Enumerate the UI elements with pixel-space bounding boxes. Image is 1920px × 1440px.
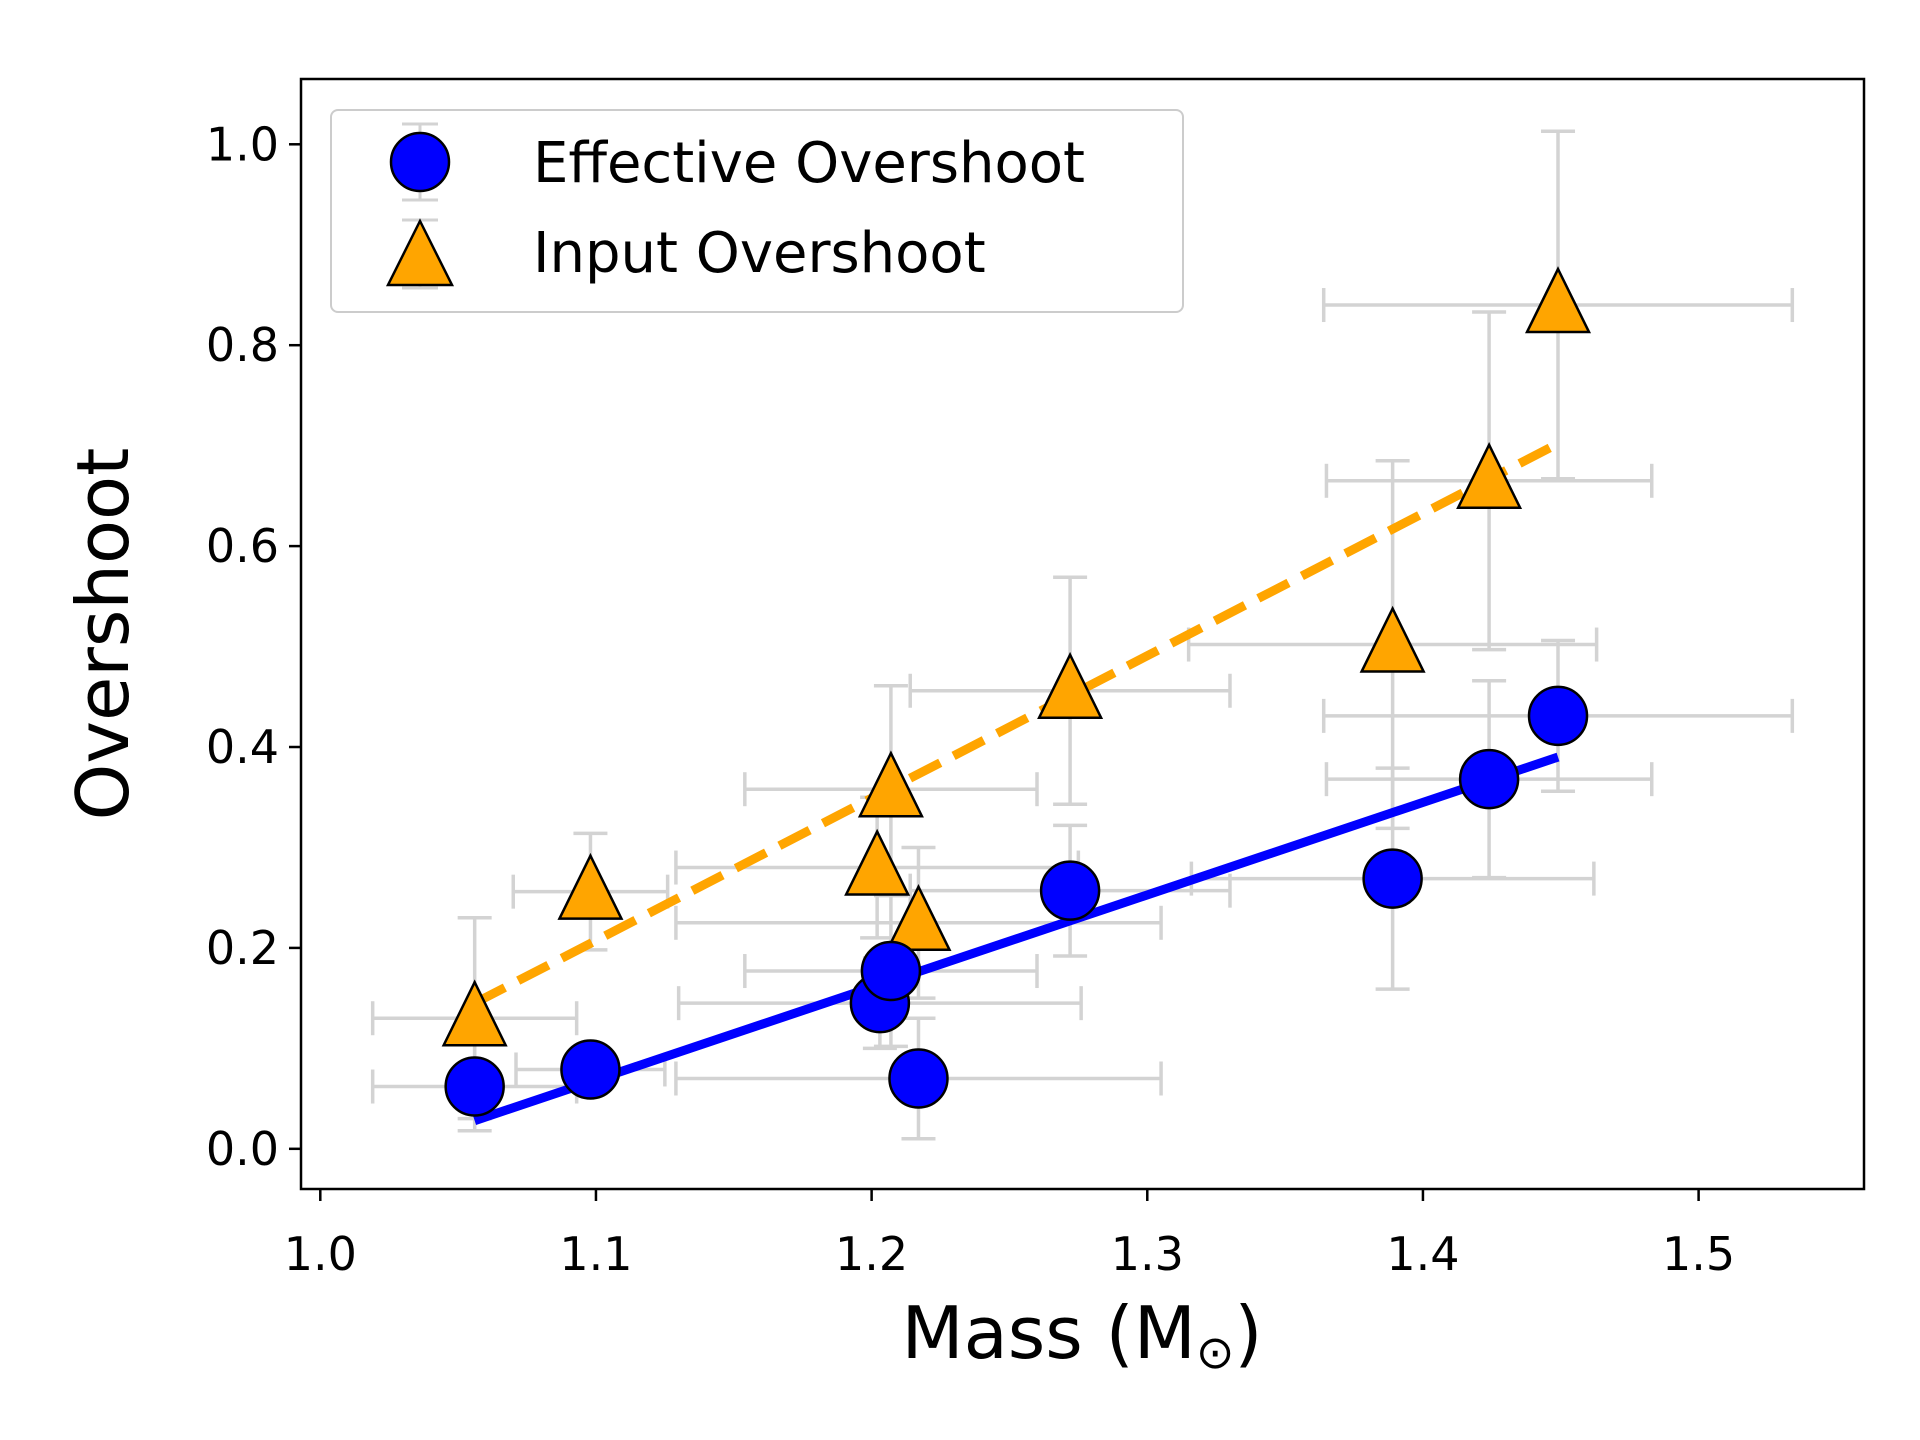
effective-fit-line — [473, 752, 1560, 1125]
input-overshoot-point-3 — [857, 750, 924, 818]
x-tick-label: 1.1 — [559, 1227, 632, 1281]
effective-overshoot-point-1 — [560, 1039, 621, 1100]
legend-label-input: Input Overshoot — [533, 221, 986, 286]
input-fit-line — [472, 439, 1561, 1008]
input-overshoot-point-6 — [1359, 605, 1426, 673]
y-tick-label: 1.0 — [206, 117, 279, 171]
effective-overshoot-point-3 — [860, 940, 922, 1002]
input-overshoot-point-4 — [885, 883, 952, 952]
legend-entry-input: Input Overshoot — [385, 218, 986, 290]
sun-symbol: ⊙ — [1196, 1325, 1235, 1379]
plot-frame — [299, 77, 1866, 1191]
y-axis-ticks: 0.0 0.2 0.4 0.6 0.8 1.0 — [206, 117, 301, 1176]
effective-overshoot-point-7 — [1458, 748, 1520, 810]
input-overshoot-point-8 — [1525, 266, 1592, 334]
y-tick-label: 0.2 — [206, 921, 279, 975]
x-axis-label: Mass (M⊙) — [901, 1291, 1262, 1379]
y-tick-label: 0.6 — [206, 519, 279, 573]
effective-overshoot-point-0 — [444, 1056, 505, 1117]
legend-label-effective: Effective Overshoot — [533, 131, 1085, 196]
y-tick-label: 0.0 — [206, 1122, 279, 1176]
x-tick-label: 1.0 — [284, 1227, 357, 1281]
effective-overshoot-point-6 — [1362, 848, 1423, 909]
y-axis-label: Overshoot — [61, 448, 145, 821]
legend-triangle-marker — [385, 218, 455, 287]
legend-frame — [330, 109, 1184, 313]
effective-overshoot-point-4 — [888, 1048, 949, 1109]
fit-lines-group — [472, 439, 1561, 1125]
x-tick-label: 1.3 — [1111, 1227, 1184, 1281]
x-tick-label: 1.2 — [835, 1227, 908, 1281]
x-tick-label: 1.5 — [1662, 1227, 1735, 1281]
x-axis-ticks: 1.0 1.1 1.2 1.3 1.4 1.5 — [284, 1189, 1735, 1281]
input-overshoot-point-5 — [1037, 651, 1104, 720]
input-overshoot-point-0 — [441, 979, 508, 1047]
legend-entry-effective: Effective Overshoot — [389, 122, 1085, 202]
x-tick-label: 1.4 — [1386, 1227, 1459, 1281]
effective-overshoot-point-8 — [1527, 685, 1589, 747]
legend-circle-marker — [389, 131, 451, 193]
input-overshoot-point-1 — [557, 852, 624, 920]
legend: Effective Overshoot Input Overshoot — [330, 109, 1184, 313]
y-tick-label: 0.8 — [206, 318, 279, 372]
input-overshoot-point-7 — [1456, 441, 1523, 510]
input-overshoot-point-2 — [844, 828, 911, 896]
y-tick-label: 0.4 — [206, 720, 279, 774]
markers-group — [441, 266, 1592, 1117]
effective-overshoot-point-5 — [1039, 860, 1101, 921]
